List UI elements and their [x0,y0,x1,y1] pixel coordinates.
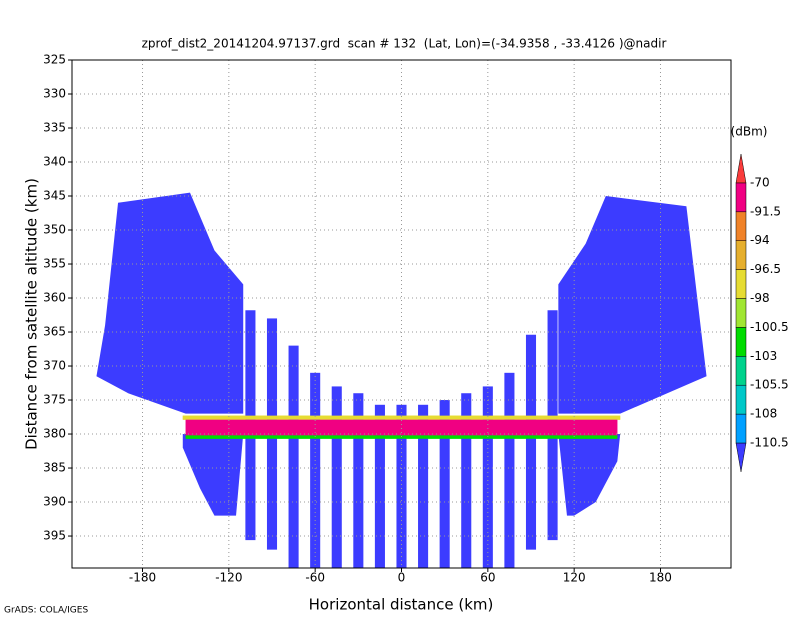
colorbar-segment [735,211,747,241]
beam [525,334,537,550]
footer: GrADS: COLA/IGES [4,606,88,616]
colorbar-label: -103 [750,349,777,363]
x-tick-label: -60 [305,571,325,585]
field [96,192,707,568]
colorbar-arrow [735,153,747,184]
x-tick-label: 0 [398,571,406,585]
beam [504,372,515,568]
colorbar-label: -91.5 [750,204,781,218]
y-tick-label: 340 [43,155,66,169]
shaded-region [558,434,621,516]
colorbar-label: -94 [750,233,770,247]
surface-echo [182,415,621,420]
y-tick-label: 370 [43,359,66,373]
beam [310,372,321,568]
x-tick-label: 60 [480,571,495,585]
y-tick-label: 350 [43,223,66,237]
y-tick-label: 345 [43,189,66,203]
x-axis-label: Horizontal distance (km) [309,596,494,614]
colorbar-label: -96.5 [750,262,781,276]
y-tick-label: 325 [43,53,66,67]
y-tick-label: 365 [43,325,66,339]
colorbar-segment [735,384,747,415]
colorbar-segment [735,356,747,386]
y-tick-label: 375 [43,393,66,407]
colorbar-label: (dBm) [731,125,768,139]
shaded-region [96,192,244,414]
y-tick-label: 390 [43,495,66,509]
colorbar-label: -110.5 [750,436,789,450]
chart-title: zprof_dist2_20141204.97137.grd scan # 13… [142,37,667,51]
beam [482,386,493,568]
x-tick-label: 180 [649,571,672,585]
colorbar-label: -105.5 [750,378,789,392]
beam [439,400,450,568]
shaded-region [558,196,707,414]
beam [374,404,385,568]
colorbar-segment [735,413,747,444]
shaded-region [182,434,244,516]
colorbar-label: -98 [750,291,770,305]
colorbar-segment [735,327,747,357]
colorbar-segment [735,269,747,299]
surface-echo [185,435,618,439]
y-tick-label: 330 [43,87,66,101]
x-tick-label: -120 [215,571,242,585]
beam [331,386,342,568]
colorbar-label: -100.5 [750,320,789,334]
colorbar-segment [735,298,747,328]
colorbar-arrow [735,442,747,472]
y-tick-label: 385 [43,461,66,475]
x-tick-label: -180 [129,571,156,585]
colorbar-segment [735,240,747,270]
colorbar-segment [735,182,747,213]
beam [461,393,472,568]
surface-echo [185,419,618,436]
beam [418,404,429,568]
y-tick-label: 380 [43,427,66,441]
y-tick-label: 395 [43,529,66,543]
y-tick-label: 360 [43,291,66,305]
x-tick-label: 120 [563,571,586,585]
beam [288,345,299,568]
beam [396,404,407,568]
y-axis-label: Distance from satellite altitude (km) [23,178,41,450]
y-tick-label: 355 [43,257,66,271]
plot-frame [71,59,732,569]
beam [353,393,364,568]
y-tick-label: 335 [43,121,66,135]
colorbar-label: -108 [750,407,777,421]
colorbar-label: -70 [750,175,770,189]
